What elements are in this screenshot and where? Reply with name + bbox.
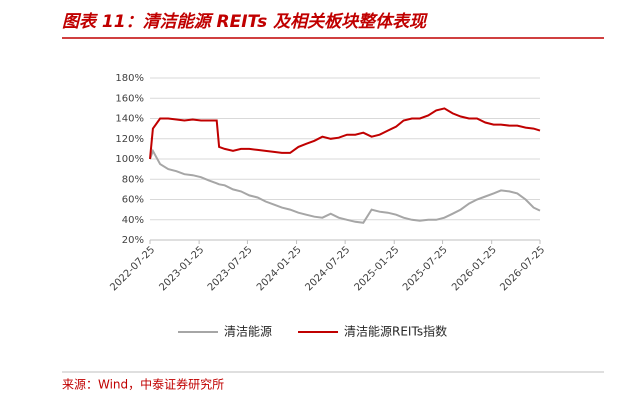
series-line bbox=[149, 148, 541, 224]
x-tick-label: 2023-01-25 bbox=[157, 244, 206, 293]
y-tick-label: 120% bbox=[115, 134, 144, 145]
chart-title: 图表 11：清洁能源 REITs 及相关板块整体表现 bbox=[62, 12, 428, 32]
x-tick-label: 2026-07-25 bbox=[498, 244, 547, 293]
legend-label: 清洁能源 bbox=[224, 325, 272, 339]
y-tick-label: 180% bbox=[115, 73, 144, 84]
x-tick-label: 2024-07-25 bbox=[303, 244, 352, 293]
y-tick-label: 140% bbox=[115, 114, 144, 125]
y-tick-label: 80% bbox=[122, 174, 144, 185]
y-tick-label: 60% bbox=[122, 195, 144, 206]
x-tick-label: 2025-07-25 bbox=[401, 244, 450, 293]
legend-label: 清洁能源REITs指数 bbox=[344, 324, 447, 339]
y-tick-label: 20% bbox=[122, 235, 144, 246]
x-tick-label: 2023-07-25 bbox=[206, 244, 255, 293]
x-tick-label: 2025-01-25 bbox=[353, 244, 402, 293]
x-tick-label: 2026-01-25 bbox=[450, 244, 499, 293]
x-tick-label: 2022-07-25 bbox=[108, 244, 157, 293]
series-line bbox=[149, 107, 541, 160]
y-tick-label: 100% bbox=[115, 154, 144, 165]
source-note: 来源：Wind，中泰证券研究所 bbox=[62, 377, 224, 392]
x-tick-label: 2024-01-25 bbox=[255, 244, 304, 293]
y-tick-label: 160% bbox=[115, 93, 144, 104]
y-tick-label: 40% bbox=[122, 215, 144, 226]
